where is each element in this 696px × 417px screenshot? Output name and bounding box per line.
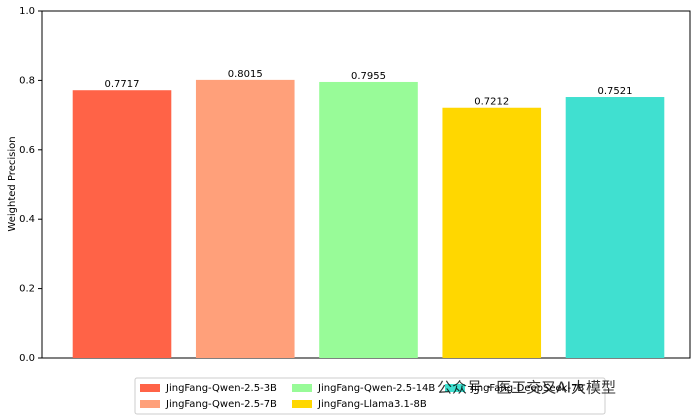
legend-label: JingFang-DeepSeek-7B <box>470 383 584 394</box>
legend-swatch <box>292 400 312 408</box>
legend-label: JingFang-Qwen-2.5-14B <box>317 383 435 394</box>
legend-swatch <box>445 384 465 392</box>
bar <box>195 79 295 358</box>
y-tick-label: 0.6 <box>19 145 35 156</box>
y-tick-label: 0.2 <box>19 284 35 295</box>
value-label: 0.7955 <box>351 71 386 82</box>
legend-swatch <box>140 400 160 408</box>
y-tick-label: 0.8 <box>19 75 35 86</box>
value-label: 0.7521 <box>598 86 633 97</box>
y-tick-label: 0.4 <box>19 214 35 225</box>
y-tick-label: 1.0 <box>19 6 35 17</box>
legend-box <box>134 377 606 415</box>
value-label: 0.8015 <box>228 69 263 80</box>
bar <box>442 107 542 359</box>
legend-label: JingFang-Qwen-2.5-3B <box>165 383 277 394</box>
legend-label: JingFang-Llama3.1-8B <box>317 399 427 410</box>
bar <box>319 81 418 359</box>
legend-swatch <box>292 384 312 392</box>
y-tick-label: 0.0 <box>19 353 35 364</box>
value-label: 0.7717 <box>105 79 140 90</box>
value-label: 0.7212 <box>474 97 509 108</box>
legend-swatch <box>140 384 160 392</box>
y-axis-label: Weighted Precision <box>7 136 18 231</box>
watermark: 公众号 · 医工交叉AI大模型 <box>437 379 616 397</box>
bar <box>72 90 172 359</box>
legend-label: JingFang-Qwen-2.5-7B <box>165 399 277 410</box>
bar <box>565 97 665 358</box>
